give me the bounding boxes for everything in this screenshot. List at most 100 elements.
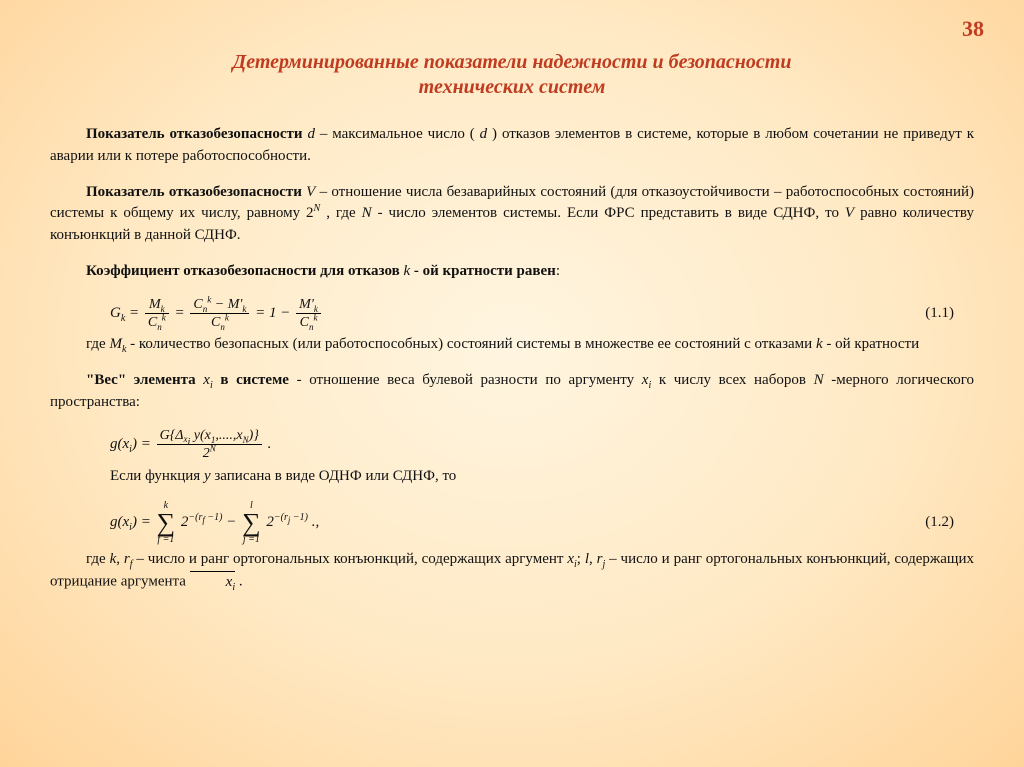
f3-den-Csup: k (313, 312, 317, 322)
eq-Gk: Gk (110, 305, 125, 321)
eq-Gk-base: G (110, 305, 121, 321)
dnf-b: записана в виде ОДНФ или СДНФ, то (211, 468, 457, 484)
eq12-formula: g(xi) = k ∑ f =1 2−(rf −1) − l ∑ j =1 2−… (110, 501, 319, 544)
t1-eb: −1) (205, 512, 223, 523)
term1: 2−(rf −1) (181, 514, 223, 530)
g-open: g(xi) (110, 436, 137, 452)
f1-num-M: M (149, 297, 161, 312)
p2-pow-base: 2 (306, 205, 314, 221)
weight-d: к числу всех наборов (651, 372, 813, 388)
p2-sym-n: N (362, 205, 372, 221)
eq12-number: (1.2) (925, 512, 974, 534)
g2-end: ., (312, 514, 320, 530)
f2-num-Mpsub: k (242, 303, 246, 313)
eq-gxi-formula: g(xi) = G{Δxi y(x1,....,xN)} 2N . (110, 428, 271, 462)
w-xi-base: x (203, 372, 210, 388)
g2-letter: g (110, 514, 118, 530)
coef-heading: Коэффициент отказобезопасности для отказ… (50, 261, 974, 283)
coef-desc-a: где (86, 336, 109, 352)
p1-sym-d1: d (307, 126, 315, 142)
tail-a: где (86, 551, 110, 567)
title-line-1: Детерминированные показатели надежности … (233, 51, 792, 73)
tail-xi: xi (567, 551, 576, 567)
p1-lead: Показатель отказобезопасности (86, 126, 303, 142)
coef-Mk: Mk (109, 336, 126, 352)
g-d-xis: i (188, 437, 191, 448)
coef-k2: k (816, 336, 823, 352)
weight-xi2: xi (642, 372, 651, 388)
coef-desc: где Mk - количество безопасных (или рабо… (50, 334, 974, 356)
g-delta: Δ (175, 428, 183, 443)
p1-t1: – максимальное число ( (315, 126, 480, 142)
sum2-sigma: ∑ (242, 511, 261, 534)
f2-num-Csub: n (203, 303, 208, 313)
coef-desc-b: - количество безопасных (или работоспосо… (126, 336, 816, 352)
g2-minus: − (226, 514, 240, 530)
f1-den-C: C (148, 315, 157, 330)
eq-frac1: Mk Cnk (145, 297, 169, 331)
tail-xibar: xi (190, 570, 235, 593)
sum1: k ∑ f =1 (157, 501, 176, 544)
t2-eb: −1) (290, 512, 308, 523)
f3-den-C: C (300, 315, 309, 330)
g-eq: = (141, 436, 155, 452)
g-args-a: (x (200, 428, 211, 443)
paragraph-1: Показатель отказобезопасности d – максим… (50, 124, 974, 168)
weight-a: "Вес" элемента (86, 372, 203, 388)
f3-den-Csub: n (309, 322, 314, 332)
paragraph-2: Показатель отказобезопасности V – отноше… (50, 182, 974, 247)
title-line-2: технических систем (419, 76, 606, 98)
f2-num-Mp: M′ (228, 297, 243, 312)
dnf-para: Если функция y записана в виде ОДНФ или … (110, 466, 974, 488)
eq-frac2: Cnk − M′k Cnk (190, 297, 249, 331)
eq-1minus: = 1 − (255, 305, 294, 321)
equation-1-2: g(xi) = k ∑ f =1 2−(rf −1) − l ∑ j =1 2−… (110, 501, 974, 544)
g-args-end: ) (249, 428, 254, 443)
coef-desc-c: - ой кратности (823, 336, 920, 352)
eq11-formula: Gk = Mk Cnk = Cnk − M′k Cnk = 1 − (110, 297, 323, 331)
eq-frac3: M′k Cnk (296, 297, 321, 331)
sum1-bot: f =1 (157, 535, 176, 545)
weight-c: - отношение веса булевой разности по арг… (289, 372, 642, 388)
term2: 2−(rj −1) (266, 514, 308, 530)
f2-den-Csub: n (220, 322, 225, 332)
eq-Gk-sub: k (121, 313, 125, 324)
content-area: Показатель отказобезопасности d – максим… (50, 124, 974, 594)
f3-num-Mp: M′ (299, 297, 314, 312)
tail-k: k (110, 551, 117, 567)
eq-eq1: = (129, 305, 143, 321)
g-letter: g (110, 436, 118, 452)
f2-num-C: C (193, 297, 202, 312)
p2-lead: Показатель отказобезопасности (86, 184, 302, 200)
g2-rpar: ) (132, 514, 137, 530)
tail-rf: rf (124, 551, 133, 567)
slide-title: Детерминированные показатели надежности … (90, 50, 934, 100)
g-frac: G{Δxi y(x1,....,xN)} 2N (157, 428, 262, 462)
f2-num-minus: − (215, 297, 228, 312)
equation-1-1: Gk = Mk Cnk = Cnk − M′k Cnk = 1 − (110, 297, 974, 331)
t1-ea: −(r (188, 512, 202, 523)
eq11-number: (1.1) (925, 303, 974, 325)
equation-gxi: g(xi) = G{Δxi y(x1,....,xN)} 2N . (110, 428, 974, 462)
tail-xi-b: x (567, 551, 574, 567)
p2-power: 2N (306, 205, 320, 221)
g2-open: g(xi) (110, 514, 137, 530)
tail-b: – число и ранг ортогональных конъюнкций,… (133, 551, 568, 567)
f2-num-Csup: k (207, 294, 211, 304)
tail-l: l (585, 551, 589, 567)
p2-t3: - число элементов системы. Если ФРС пред… (372, 205, 845, 221)
g-2: 2 (203, 446, 210, 461)
t2-ea: −(r (274, 512, 288, 523)
coef-Mk-base: M (109, 336, 122, 352)
sum2: l ∑ j =1 (242, 501, 261, 544)
eq-eq2: = (175, 305, 189, 321)
p2-sym-v2: V (845, 205, 854, 221)
f2-den-C: C (211, 315, 220, 330)
sum2-bot: j =1 (242, 535, 261, 545)
g2-eq: = (141, 514, 155, 530)
g-N: N (210, 443, 216, 453)
tail-rj: rj (597, 551, 606, 567)
f1-den-Csub: n (157, 322, 162, 332)
t2-2: 2 (266, 514, 274, 530)
weight-N: N (814, 372, 824, 388)
